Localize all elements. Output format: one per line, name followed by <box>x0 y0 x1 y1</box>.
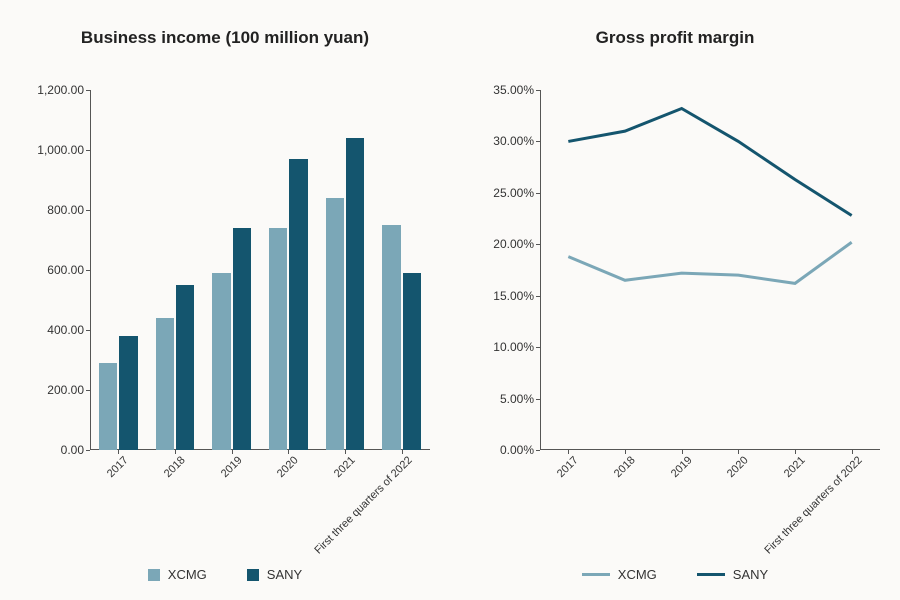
y-tick-label: 30.00% <box>493 134 540 148</box>
y-tick-mark <box>536 193 540 194</box>
bar-xcmg <box>99 363 117 450</box>
y-tick-label: 10.00% <box>493 340 540 354</box>
y-tick-mark <box>536 450 540 451</box>
x-tick-label: 2018 <box>158 450 188 480</box>
y-tick-label: 600.00 <box>47 263 90 277</box>
x-tick-label: 2021 <box>778 450 808 480</box>
y-tick-label: 5.00% <box>500 392 540 406</box>
y-tick-label: 20.00% <box>493 237 540 251</box>
legend-line-swatch-xcmg <box>582 573 610 576</box>
y-tick-mark <box>86 150 90 151</box>
y-tick-mark <box>536 90 540 91</box>
bar-xcmg <box>269 228 287 450</box>
legend-swatch-sany <box>247 569 259 581</box>
y-tick-label: 800.00 <box>47 203 90 217</box>
line-chart-title: Gross profit margin <box>450 28 900 48</box>
legend-item-xcmg: XCMG <box>148 567 207 582</box>
x-tick-label: 2017 <box>101 450 131 480</box>
bar-sany <box>289 159 307 450</box>
y-tick-label: 1,000.00 <box>37 143 90 157</box>
legend-line-swatch-sany <box>697 573 725 576</box>
x-tick-label: First three quarters of 2022 <box>308 450 415 557</box>
y-tick-mark <box>86 210 90 211</box>
bar-xcmg <box>156 318 174 450</box>
y-tick-label: 15.00% <box>493 289 540 303</box>
y-tick-mark <box>536 399 540 400</box>
y-tick-mark <box>86 450 90 451</box>
legend-label-xcmg: XCMG <box>168 567 207 582</box>
y-tick-label: 0.00% <box>500 443 540 457</box>
x-tick-label: 2017 <box>551 450 581 480</box>
bar-chart-panel: Business income (100 million yuan) 0.002… <box>0 0 450 600</box>
bar-sany <box>233 228 251 450</box>
bar-y-axis <box>90 90 91 450</box>
x-tick-label: 2018 <box>608 450 638 480</box>
bar-xcmg <box>326 198 344 450</box>
y-tick-mark <box>536 141 540 142</box>
y-tick-mark <box>536 347 540 348</box>
line-chart-plot-area: 0.00%5.00%10.00%15.00%20.00%25.00%30.00%… <box>540 90 880 450</box>
legend-item-sany: SANY <box>247 567 302 582</box>
y-tick-label: 35.00% <box>493 83 540 97</box>
y-tick-mark <box>86 270 90 271</box>
legend-label-xcmg-line: XCMG <box>618 567 657 582</box>
legend-swatch-xcmg <box>148 569 160 581</box>
y-tick-mark <box>536 244 540 245</box>
y-tick-mark <box>536 296 540 297</box>
x-tick-label: 2020 <box>271 450 301 480</box>
bar-chart-title: Business income (100 million yuan) <box>0 28 450 48</box>
y-tick-label: 200.00 <box>47 383 90 397</box>
legend-label-sany: SANY <box>267 567 302 582</box>
bar-chart-plot-area: 0.00200.00400.00600.00800.001,000.001,20… <box>90 90 430 450</box>
bar-sany <box>403 273 421 450</box>
line-xcmg <box>568 242 851 283</box>
line-sany <box>568 109 851 216</box>
legend-item-sany-line: SANY <box>697 567 768 582</box>
x-tick-label: 2020 <box>721 450 751 480</box>
x-tick-label: First three quarters of 2022 <box>758 450 865 557</box>
line-chart-panel: Gross profit margin 0.00%5.00%10.00%15.0… <box>450 0 900 600</box>
y-tick-label: 400.00 <box>47 323 90 337</box>
bar-sany <box>119 336 137 450</box>
legend-label-sany-line: SANY <box>733 567 768 582</box>
bar-xcmg <box>382 225 400 450</box>
y-tick-mark <box>86 330 90 331</box>
x-tick-label: 2019 <box>214 450 244 480</box>
y-tick-label: 25.00% <box>493 186 540 200</box>
bar-xcmg <box>212 273 230 450</box>
line-chart-legend: XCMG SANY <box>450 567 900 582</box>
y-tick-mark <box>86 390 90 391</box>
line-chart-svg <box>540 90 880 450</box>
y-tick-mark <box>86 90 90 91</box>
y-tick-label: 1,200.00 <box>37 83 90 97</box>
x-tick-label: 2019 <box>664 450 694 480</box>
bar-x-axis <box>90 449 430 450</box>
bar-chart-legend: XCMG SANY <box>0 567 450 582</box>
bar-sany <box>176 285 194 450</box>
legend-item-xcmg-line: XCMG <box>582 567 657 582</box>
bar-sany <box>346 138 364 450</box>
x-tick-label: 2021 <box>328 450 358 480</box>
